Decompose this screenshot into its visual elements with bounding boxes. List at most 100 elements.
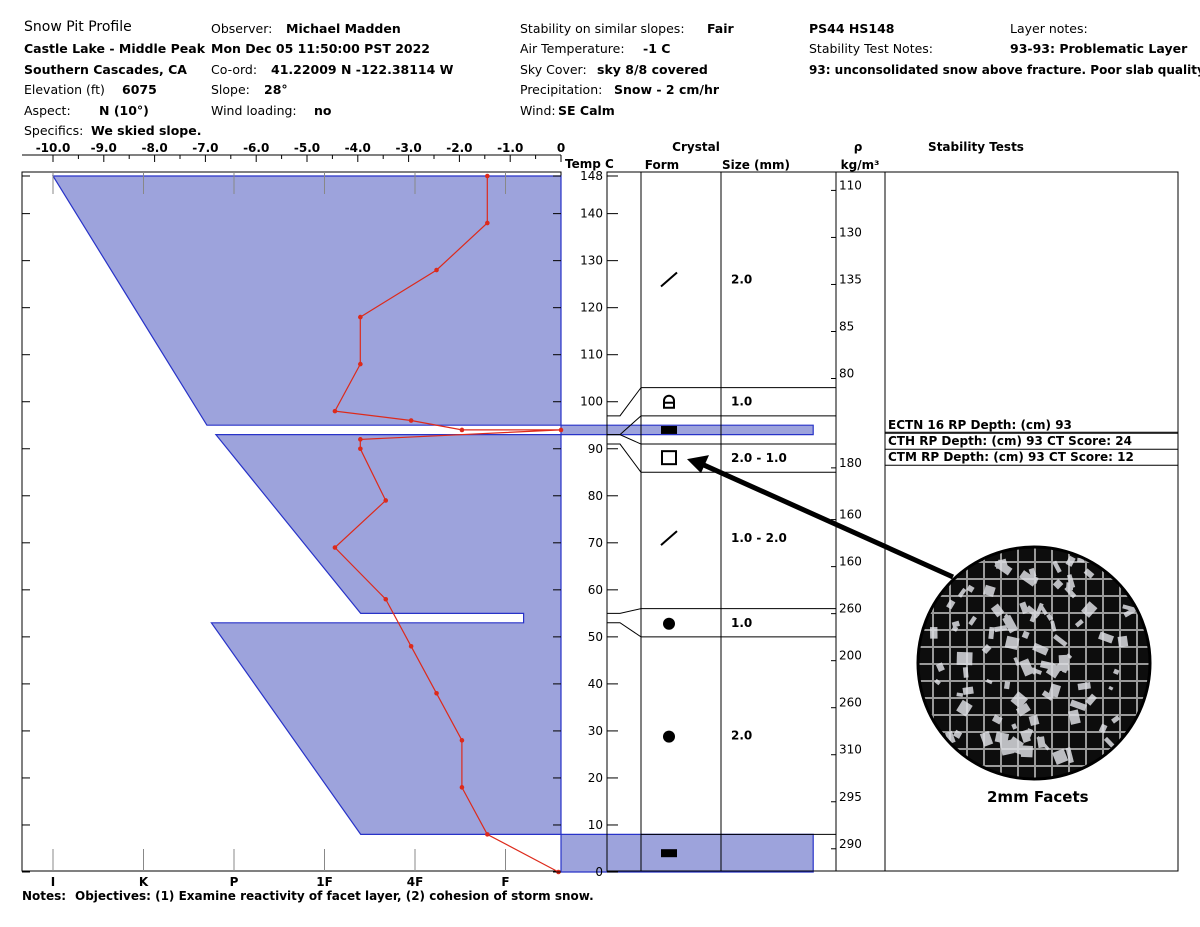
density-value: 260 [839, 602, 862, 616]
photo-crystal [1032, 642, 1049, 656]
temperature-point-3 [358, 314, 363, 320]
temp-tick-label: -9.0 [91, 141, 117, 155]
depth-tick-label: 100 [580, 395, 603, 409]
photo-crystal [988, 626, 995, 640]
photo-crystal [1125, 573, 1141, 587]
photo-crystal [981, 644, 992, 655]
hardness-tick-label: F [501, 875, 509, 889]
photo-crystal [1064, 585, 1077, 599]
facets-photo [916, 545, 1152, 781]
photo-crystal [1129, 571, 1145, 578]
elevation-label: Elevation (ft) [24, 82, 105, 97]
photo-crystal [966, 584, 975, 593]
air-temp-value: -1 C [643, 41, 671, 56]
temp-tick-label: -8.0 [141, 141, 167, 155]
photo-crystal [1052, 634, 1068, 647]
photo-crystal [994, 731, 1010, 744]
photo-crystal [1021, 630, 1030, 639]
temp-tick-label: -4.0 [345, 141, 371, 155]
crystal-size-label: 1.0 [731, 616, 752, 630]
photo-crystal [1085, 693, 1098, 706]
temperature-point-5 [332, 408, 338, 414]
photo-crystal [1052, 578, 1064, 590]
photo-crystal [994, 625, 1008, 633]
stability-label: Stability on similar slopes: [520, 21, 685, 36]
depth-tick-label: 110 [580, 348, 603, 362]
photo-crystal [935, 662, 945, 672]
wind-loading-value: no [314, 103, 332, 118]
temp-tick-label: -2.0 [446, 141, 472, 155]
density-value: 200 [839, 649, 862, 663]
location-name: Castle Lake - Middle Peak [24, 41, 206, 56]
temperature-point-6 [408, 418, 414, 423]
slope-label: Slope: [211, 82, 250, 97]
photo-crystal [985, 678, 993, 685]
observation-datetime: Mon Dec 05 11:50:00 PST 2022 [211, 41, 431, 56]
photo-crystal [1046, 613, 1054, 621]
photo-crystal [1111, 715, 1121, 724]
melt-freeze-crust-icon [661, 425, 677, 434]
depth-tick-label: 30 [588, 724, 603, 738]
specifics-value: We skied slope. [91, 123, 202, 138]
hardness-tick-label: K [139, 875, 149, 889]
temperature-point-4 [358, 361, 363, 367]
stability-value: Fair [707, 21, 734, 36]
photo-crystal [1010, 691, 1029, 709]
temperature-point-10 [358, 446, 363, 452]
photo-crystal [1117, 635, 1129, 648]
photo-crystal [951, 620, 961, 628]
temperature-point-14 [408, 643, 414, 649]
photo-crystal [953, 729, 963, 739]
photo-crystal [934, 678, 941, 686]
region-name: Southern Cascades, CA [24, 62, 187, 77]
photo-crystal [962, 667, 969, 678]
photo-crystal [1028, 714, 1040, 726]
layer-connector [607, 434, 642, 445]
rounded-grains-icon [663, 730, 675, 743]
sky-cover-label: Sky Cover: [520, 62, 587, 77]
density-value: 295 [839, 790, 862, 804]
photo-crystal [946, 599, 956, 610]
layer-connector [607, 608, 642, 614]
photo-crystal [956, 651, 973, 666]
density-value: 290 [839, 837, 862, 851]
depth-tick-label: 40 [588, 677, 603, 691]
aspect-label: Aspect: [24, 103, 71, 118]
photo-crystal [956, 699, 973, 717]
temperature-profile-line [333, 176, 562, 873]
depth-tick-label: 20 [588, 771, 603, 785]
depth-tick-label: 0 [595, 865, 603, 879]
photo-crystal [994, 558, 1008, 569]
photo-crystal [1080, 601, 1098, 618]
hardness-profile-area [51, 175, 814, 873]
photo-crystal [1098, 631, 1115, 644]
density-value: 180 [839, 456, 862, 470]
precip-particles-icon [660, 530, 678, 546]
photo-crystal [1025, 728, 1034, 738]
photo-crystal [979, 731, 994, 747]
sky-cover-value: sky 8/8 covered [597, 62, 708, 77]
temp-tick-label: 0 [557, 141, 565, 155]
photo-crystal [1029, 610, 1038, 623]
stability-test-entry: ECTN 16 RP Depth: (cm) 93 [888, 418, 1072, 432]
stability-tests-header: Stability Tests [928, 140, 1024, 154]
photo-crystal [1003, 681, 1011, 690]
slope-value: 28° [264, 82, 288, 97]
photo-crystal [1050, 620, 1057, 632]
photo-crystal [1113, 668, 1120, 675]
elevation-value: 6075 [122, 82, 157, 97]
photo-crystal [1002, 614, 1018, 634]
depth-tick-label: 140 [580, 207, 603, 221]
photo-crystal [983, 584, 996, 597]
temperature-point-1 [485, 220, 490, 226]
profile-title: Snow Pit Profile [24, 19, 132, 35]
density-value: 260 [839, 696, 862, 710]
temperature-point-13 [383, 596, 389, 602]
crystal-size-label: 2.0 - 1.0 [731, 451, 787, 465]
photo-crystal [1006, 736, 1024, 754]
photo-crystal [1068, 709, 1081, 725]
crystal-size-label: 1.0 [731, 395, 752, 409]
stability-notes-label: Stability Test Notes: [809, 41, 934, 56]
observer-value: Michael Madden [286, 21, 401, 36]
photo-crystal [968, 615, 977, 626]
